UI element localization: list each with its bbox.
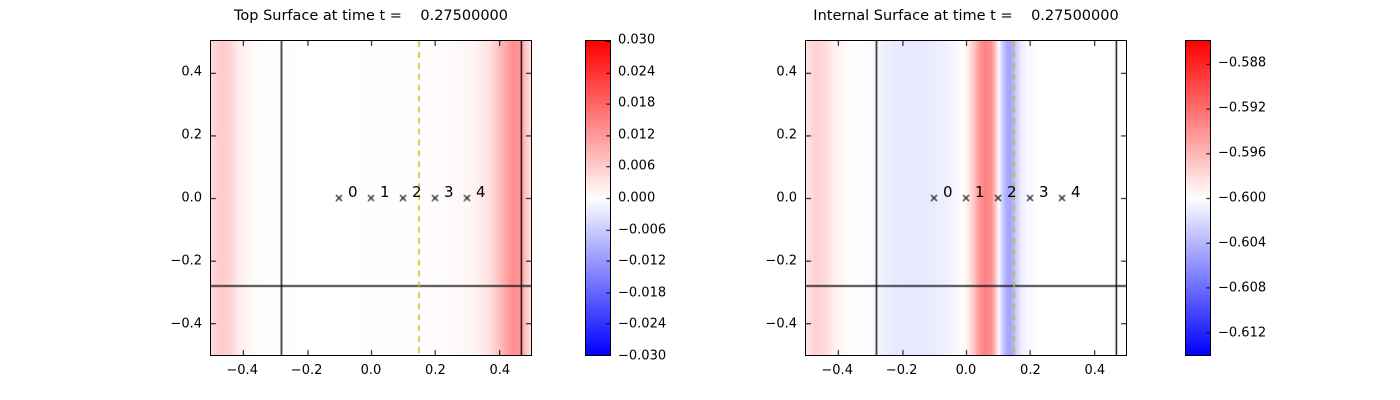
colorbar-tick-label: −0.018: [618, 285, 667, 301]
colorbar-tick-label: −0.006: [618, 222, 667, 238]
x-tick-label: 0.0: [955, 363, 977, 378]
y-tick-label: −0.2: [765, 253, 797, 269]
y-tick-label: 0.2: [776, 127, 797, 143]
colorbar-internal-surface: −0.588 −0.592 −0.596 −0.600 −0.604 −0.60…: [1185, 40, 1266, 356]
colorbar: [585, 40, 611, 356]
plot-area: 0 1 2 3 4: [805, 40, 1127, 356]
marker-label: 2: [1006, 183, 1017, 202]
y-tick-label: −0.4: [170, 316, 202, 332]
x-tick-label: 0.0: [360, 363, 382, 378]
marker-label: 4: [475, 183, 486, 202]
colorbar-tick-label: −0.600: [1218, 190, 1267, 206]
colorbar-tick-label: 0.030: [618, 32, 656, 48]
marker-label: 3: [443, 183, 454, 202]
colorbar-tick-label: −0.030: [618, 348, 667, 364]
marker-label: 0: [942, 183, 953, 202]
x-tick-label: 0.4: [1084, 363, 1106, 378]
y-tick-label: −0.2: [170, 253, 202, 269]
colorbar-tick-label: −0.588: [1218, 55, 1267, 71]
plot-title-internal-surface: Internal Surface at time t = 0.27500000: [813, 8, 1119, 24]
colorbar: [1185, 40, 1211, 356]
y-tick-label: 0.4: [181, 64, 202, 80]
colorbar-canvas: [1186, 41, 1210, 355]
colorbar-tick-label: 0.012: [618, 127, 656, 143]
colorbar-canvas: [586, 41, 610, 355]
y-tick-label: 0.4: [776, 64, 797, 80]
colorbar-tick-label: 0.006: [618, 158, 656, 174]
heatmap-canvas: [806, 41, 1126, 355]
marker-label: 0: [347, 183, 358, 202]
marker-label: 1: [974, 183, 985, 202]
colorbar-tick-label: −0.596: [1218, 145, 1267, 161]
y-tick-label: 0.0: [181, 190, 202, 206]
colorbar-tick-label: 0.000: [618, 190, 656, 206]
x-tick-label: 0.4: [489, 363, 511, 378]
colorbar-tick-label: −0.604: [1218, 235, 1267, 251]
colorbar-tick-label: 0.018: [618, 95, 656, 111]
colorbar-tick-label: −0.024: [618, 316, 667, 332]
y-tick-label: −0.4: [765, 316, 797, 332]
subplot-internal-surface: Internal Surface at time t = 0.27500000 …: [765, 8, 1127, 378]
x-tick-label: −0.4: [821, 363, 853, 378]
y-tick-label: 0.0: [776, 190, 797, 206]
heatmap-canvas: [211, 41, 531, 355]
x-tick-label: −0.2: [885, 363, 918, 378]
colorbar-tick-label: −0.612: [1218, 325, 1267, 341]
colorbar-tick-label: −0.608: [1218, 280, 1267, 296]
marker-label: 3: [1038, 183, 1049, 202]
x-tick-label: 0.2: [425, 363, 446, 378]
colorbar-tick-label: 0.024: [618, 64, 656, 80]
marker-label: 1: [379, 183, 390, 202]
marker-label: 2: [411, 183, 422, 202]
colorbar-top-surface: 0.030 0.024 0.018 0.012 0.006 0.000 −0.0…: [585, 33, 666, 364]
plot-title-top-surface: Top Surface at time t = 0.27500000: [234, 8, 508, 24]
x-tick-label: −0.2: [290, 363, 323, 378]
plot-area: 0 1 2 3 4: [210, 40, 532, 356]
x-tick-label: −0.4: [226, 363, 258, 378]
y-tick-label: 0.2: [181, 127, 202, 143]
marker-label: 4: [1070, 183, 1081, 202]
subplot-top-surface: Top Surface at time t = 0.27500000 0 1 2…: [170, 8, 532, 378]
x-tick-label: 0.2: [1020, 363, 1041, 378]
colorbar-tick-label: −0.012: [618, 253, 667, 269]
colorbar-tick-label: −0.592: [1218, 100, 1267, 116]
